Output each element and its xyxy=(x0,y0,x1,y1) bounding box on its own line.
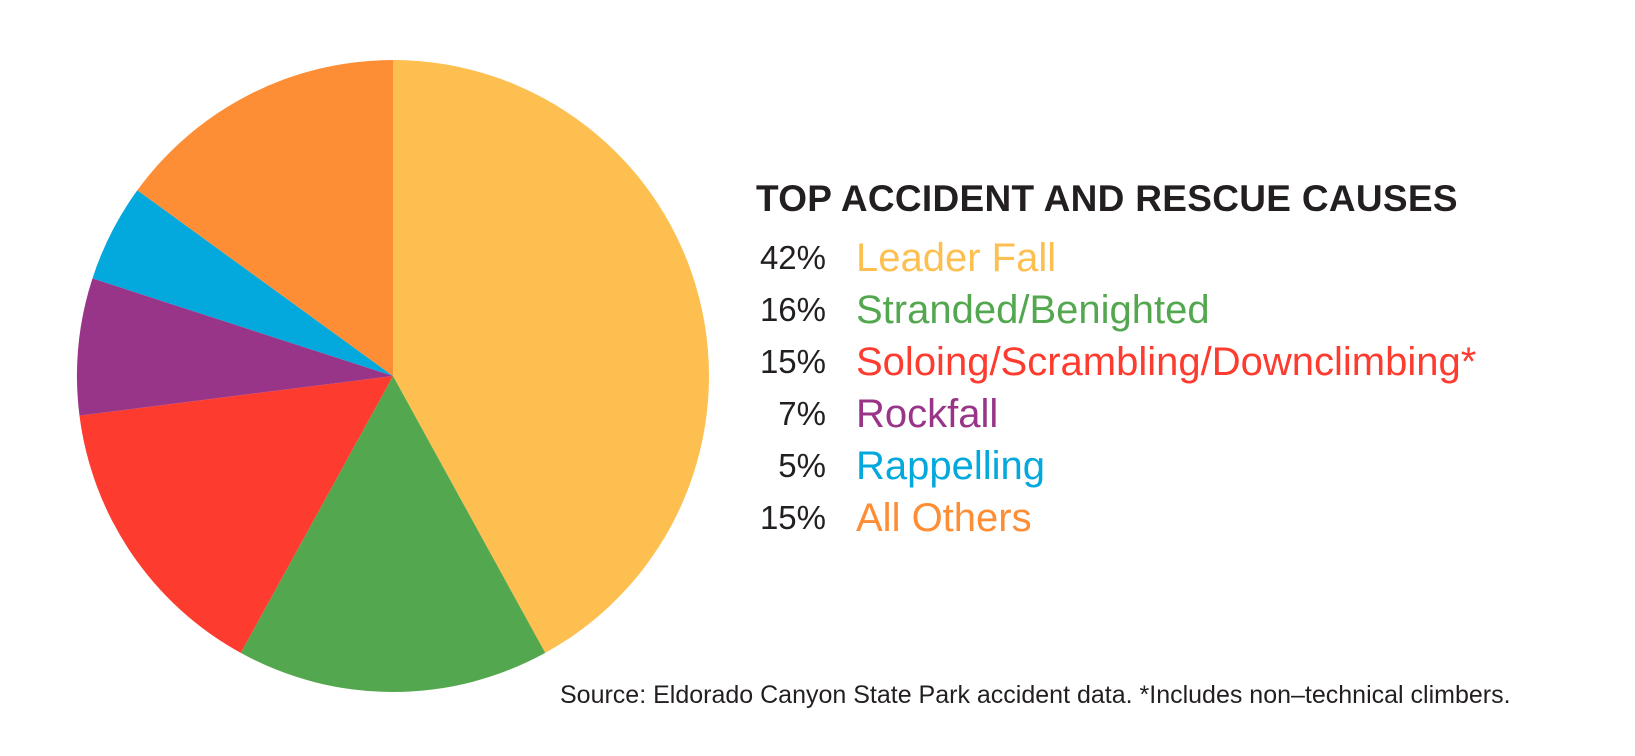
pie-slice-rappelling xyxy=(92,190,393,376)
legend-label: Rockfall xyxy=(856,391,999,436)
legend-item: 15% All Others xyxy=(740,492,1540,544)
legend-label: Rappelling xyxy=(856,443,1046,488)
legend-percent: 5% xyxy=(778,447,826,484)
legend-label: Leader Fall xyxy=(856,235,1057,280)
pie-slice-soloing-scrambling-downclimbing xyxy=(79,376,394,653)
pie-chart xyxy=(76,60,709,692)
legend-item: 16% Stranded/Benighted xyxy=(740,284,1540,336)
legend-percent: 42% xyxy=(759,239,826,276)
legend-label: All Others xyxy=(856,495,1032,540)
legend-label: Soloing/Scrambling/Downclimbing* xyxy=(856,339,1477,384)
legend-item: 15% Soloing/Scrambling/Downclimbing* xyxy=(740,336,1540,388)
legend-percent: 16% xyxy=(759,291,826,328)
legend-label: Stranded/Benighted xyxy=(856,287,1210,332)
legend-percent: 15% xyxy=(759,499,826,536)
legend-percent: 15% xyxy=(759,343,826,380)
legend-percent: 7% xyxy=(778,395,826,432)
legend-item: 42% Leader Fall xyxy=(740,232,1540,284)
source-note: Source: Eldorado Canyon State Park accid… xyxy=(560,681,1511,709)
pie-slice-rockfall xyxy=(76,278,394,416)
legend-item: 5% Rappelling xyxy=(740,440,1540,492)
pie-slice-leader-fall xyxy=(393,60,709,653)
legend-item: 7% Rockfall xyxy=(740,388,1540,440)
chart-title: TOP ACCIDENT AND RESCUE CAUSES xyxy=(756,178,1458,219)
pie-slice-stranded-benighted xyxy=(240,376,546,692)
pie-slice-all-others xyxy=(137,60,393,376)
